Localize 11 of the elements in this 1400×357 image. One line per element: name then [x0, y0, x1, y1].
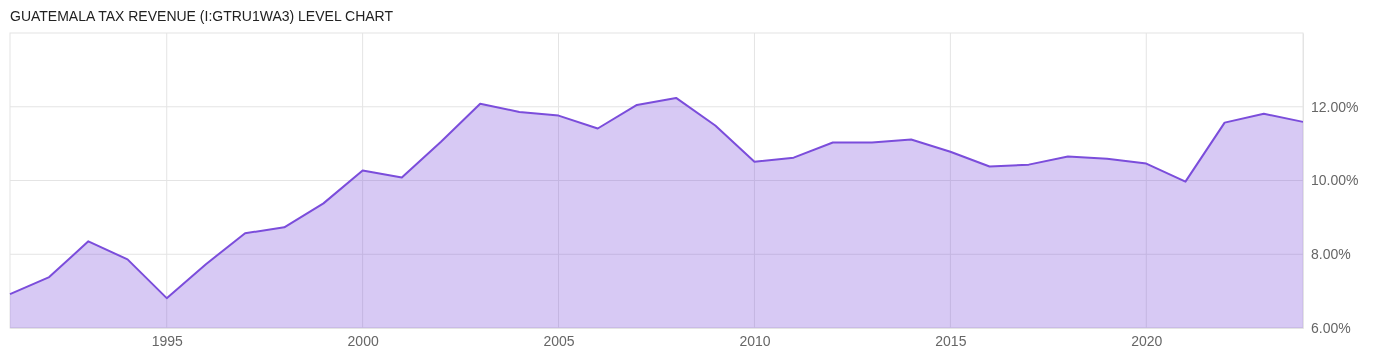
y-tick-label: 6.00% [1311, 319, 1351, 336]
y-tick-label: 12.00% [1311, 98, 1359, 115]
x-tick-label: 2020 [1131, 332, 1163, 349]
x-tick-label: 2015 [935, 332, 967, 349]
y-tick-label: 8.00% [1311, 246, 1351, 263]
x-tick-label: 2000 [347, 332, 379, 349]
x-tick-label: 2005 [543, 332, 575, 349]
chart-title: GUATEMALA TAX REVENUE (I:GTRU1WA3) LEVEL CHART [10, 8, 394, 24]
x-tick-label: 2010 [739, 332, 771, 349]
x-tick-label: 1995 [151, 332, 184, 349]
y-tick-label: 10.00% [1311, 172, 1359, 189]
